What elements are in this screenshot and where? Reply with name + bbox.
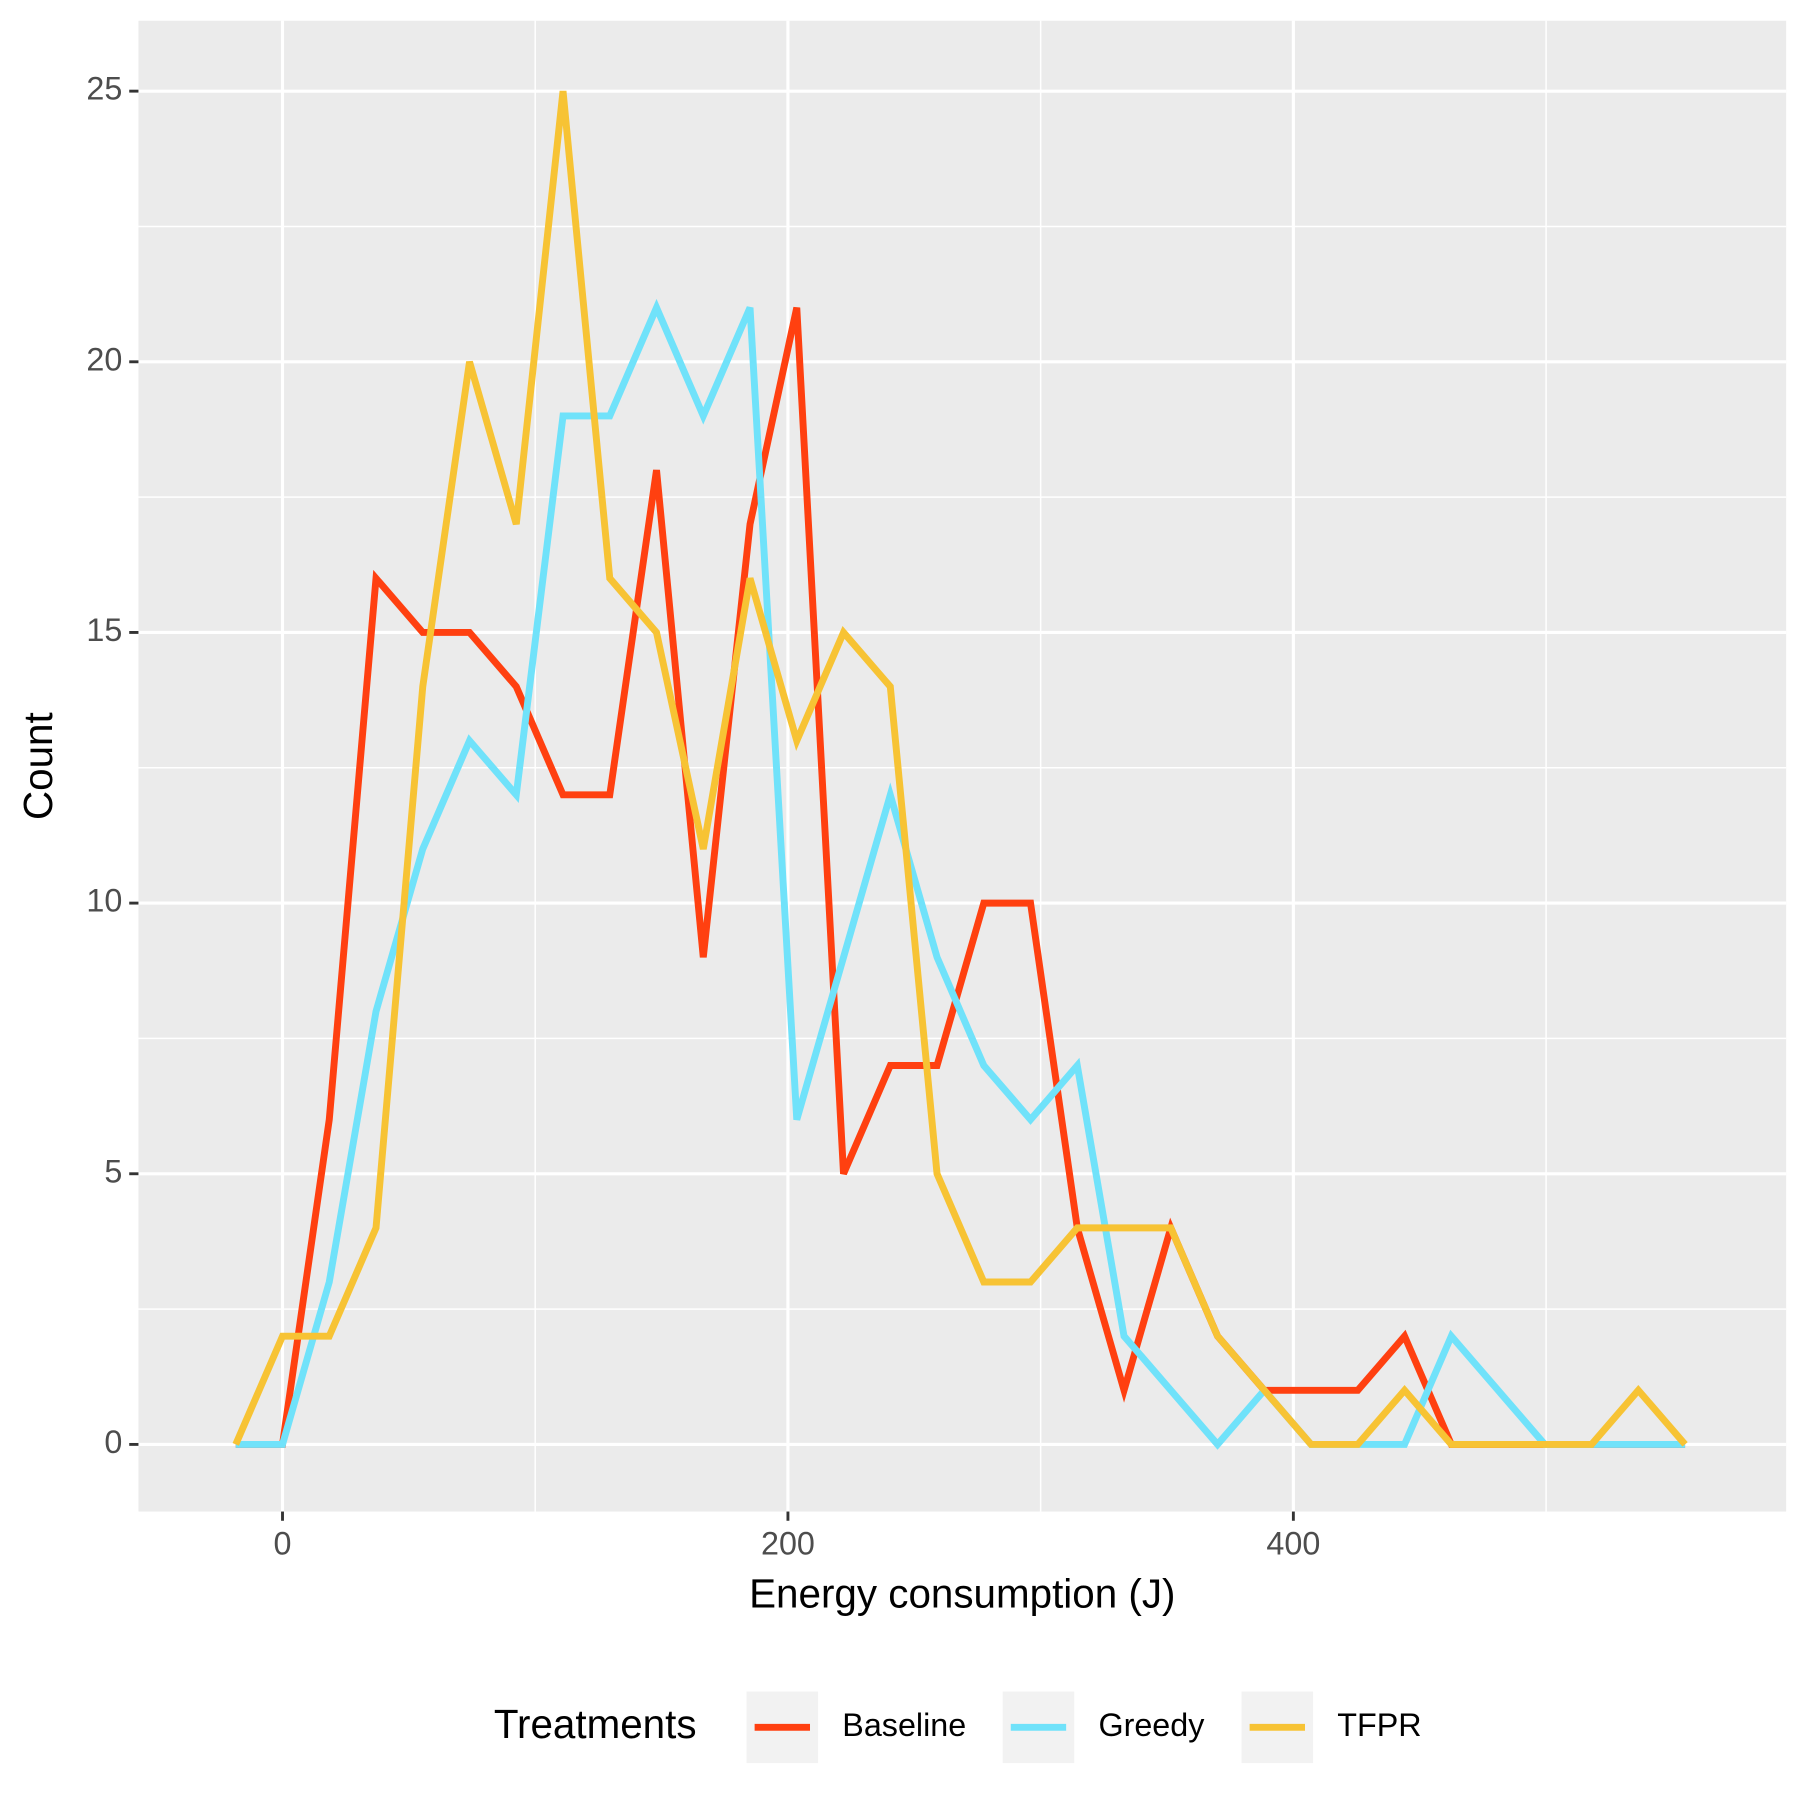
y-tick-label: 10	[86, 883, 122, 919]
y-axis-title: Count	[15, 712, 61, 820]
x-tick-label: 200	[761, 1526, 815, 1562]
x-tick-label: 0	[274, 1526, 292, 1562]
axes: 0 200 400 0 5 10 15 20 25	[86, 71, 1320, 1562]
series-line	[235, 298, 1686, 1450]
legend: Treatments Baseline Greedy TFPR	[494, 1691, 1422, 1764]
y-tick-label: 25	[86, 71, 122, 107]
legend-label: Greedy	[1098, 1707, 1205, 1743]
y-tick-label: 15	[86, 612, 122, 648]
series-line	[232, 90, 1688, 1448]
y-tick-label: 0	[104, 1424, 122, 1460]
legend-label: Baseline	[842, 1707, 966, 1743]
x-tick-label: 400	[1266, 1526, 1320, 1562]
lines	[232, 90, 1688, 1450]
panel	[138, 20, 1787, 1512]
legend-title: Treatments	[494, 1701, 697, 1747]
y-tick-label: 5	[104, 1153, 122, 1189]
y-tick-label: 20	[86, 341, 122, 377]
series-line	[235, 306, 1686, 1448]
legend-label: TFPR	[1337, 1707, 1421, 1743]
x-axis-title: Energy consumption (J)	[749, 1571, 1175, 1617]
